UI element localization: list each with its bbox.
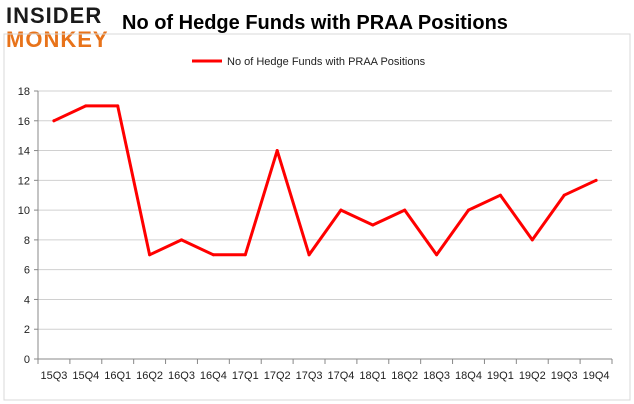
x-tick-label: 17Q3 <box>296 370 323 382</box>
legend: No of Hedge Funds with PRAA Positions <box>192 56 426 68</box>
data-point <box>116 104 120 108</box>
data-point <box>148 253 152 257</box>
x-tick-label: 18Q2 <box>391 370 418 382</box>
data-point <box>371 223 375 227</box>
y-tick-label: 4 <box>24 294 30 306</box>
x-tick-label: 18Q1 <box>359 370 386 382</box>
y-tick-label: 10 <box>18 205 30 217</box>
x-tick-label: 17Q4 <box>327 370 354 382</box>
data-point <box>180 238 183 242</box>
x-tick-label: 16Q1 <box>104 370 131 382</box>
legend-label: No of Hedge Funds with PRAA Positions <box>227 56 426 68</box>
data-point <box>498 193 502 197</box>
y-tick-label: 0 <box>24 354 30 366</box>
logo-line-1: INSIDER <box>6 3 103 28</box>
y-tick-label: 8 <box>24 235 30 247</box>
data-point <box>562 193 566 197</box>
y-tick-label: 6 <box>24 265 30 277</box>
x-tick-label: 18Q3 <box>423 370 450 382</box>
x-tick-label: 16Q2 <box>136 370 163 382</box>
x-tick-label: 15Q3 <box>40 370 67 382</box>
logo-line-2: MONKEY <box>6 27 109 52</box>
x-tick-label: 15Q4 <box>72 370 99 382</box>
data-point <box>211 253 215 257</box>
y-tick-label: 12 <box>18 175 30 187</box>
x-tick-label: 19Q1 <box>487 370 514 382</box>
x-tick-label: 16Q4 <box>200 370 227 382</box>
y-tick-labels: 0 2 4 6 8 10 12 14 16 18 <box>18 86 30 366</box>
data-point <box>339 208 343 212</box>
chart-title: No of Hedge Funds with PRAA Positions <box>122 12 508 34</box>
x-tick-label: 18Q4 <box>455 370 482 382</box>
y-tick-label: 18 <box>18 86 30 98</box>
data-point <box>530 238 534 242</box>
x-tick-label: 19Q2 <box>519 370 546 382</box>
data-point <box>84 104 88 108</box>
data-point <box>403 208 407 212</box>
data-point <box>307 253 311 257</box>
x-tick-label: 19Q4 <box>583 370 610 382</box>
series-line <box>52 104 598 257</box>
x-tick-label: 16Q3 <box>168 370 195 382</box>
y-tick-label: 2 <box>24 324 30 336</box>
x-tick-label: 17Q1 <box>232 370 259 382</box>
data-point <box>435 253 439 257</box>
x-tick-label: 19Q3 <box>551 370 578 382</box>
y-tick-label: 14 <box>18 146 30 158</box>
data-point <box>243 253 247 257</box>
gridlines <box>34 90 612 360</box>
y-tick-label: 16 <box>18 116 30 128</box>
insider-monkey-logo: INSIDER MONKEY <box>6 4 118 52</box>
x-tick-label: 17Q2 <box>264 370 291 382</box>
series-group <box>52 104 598 257</box>
x-tick-labels: 15Q3 15Q4 16Q1 16Q2 16Q3 16Q4 17Q1 17Q2 17Q3 17Q4… <box>40 370 609 382</box>
axes <box>37 91 613 364</box>
data-point <box>467 208 470 212</box>
data-point <box>275 149 279 153</box>
data-point <box>52 119 56 123</box>
data-point <box>594 178 598 182</box>
plot-border <box>3 33 631 401</box>
